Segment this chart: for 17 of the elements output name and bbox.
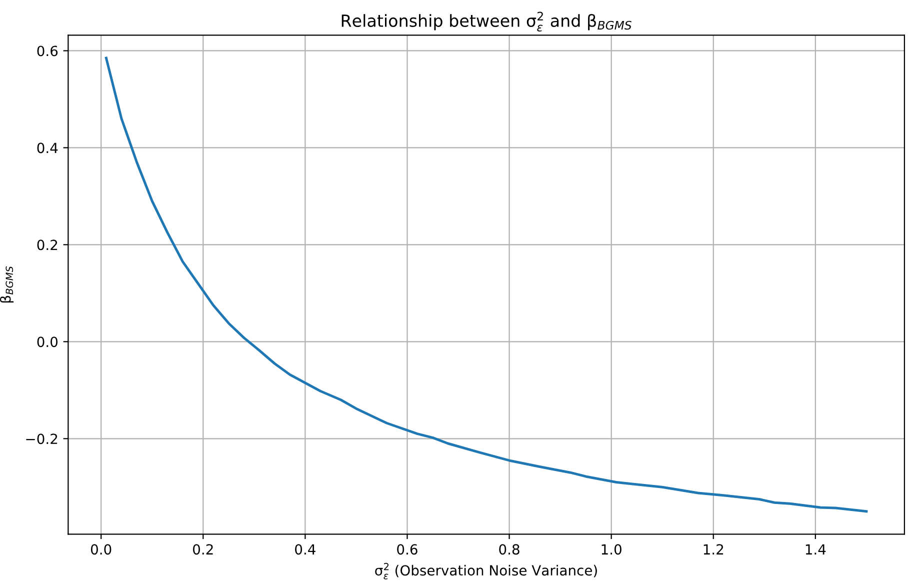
x-tick-label: 0.6 — [397, 544, 418, 555]
x-tick-label: 1.0 — [602, 544, 622, 555]
x-tick-label: 0.2 — [193, 544, 213, 555]
x-tick-label: 1.4 — [806, 544, 826, 554]
x-axis-title: σ$^{2}$$_{ε}$ (Observation Noise Variance) — [375, 562, 597, 580]
y-tick-label: 0.2 — [37, 240, 58, 250]
chart-title: Relationship between σ$^{2}$$_{ε}$ and β$_{BGMS}$ — [342, 12, 632, 32]
y-axis-title: β$_{BGMS}$ — [0, 266, 14, 302]
y-tick-label: 0.0 — [37, 336, 58, 348]
y-tick-label: 0.4 — [37, 142, 58, 154]
line-series — [104, 56, 868, 513]
y-tick-label: −0.2 — [26, 434, 58, 444]
x-tick-label: 0.8 — [499, 544, 520, 555]
x-tick-label: 0.0 — [90, 544, 112, 555]
x-tick-label: 1.2 — [704, 544, 724, 554]
y-tick-label: 0.6 — [37, 46, 58, 56]
x-tick-label: 0.4 — [295, 544, 316, 555]
